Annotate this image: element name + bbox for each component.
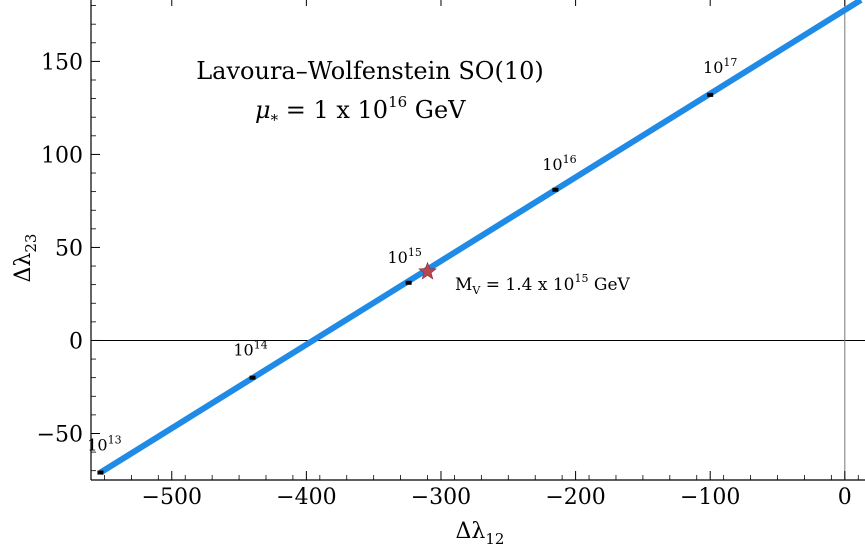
highlight-label: MV = 1.4 x 1015 GeV: [455, 272, 631, 297]
hl-base: M: [455, 275, 472, 295]
hl-sup: 15: [575, 272, 589, 285]
y-tick-label: 100: [41, 143, 83, 168]
y-tick-label: 150: [41, 50, 83, 75]
title2-mid: = 1 x 10: [278, 96, 388, 124]
title2-sup: 16: [388, 93, 407, 111]
y-tick-label: 0: [69, 329, 83, 354]
chart-title-line2: μ* = 1 x 1016 GeV: [255, 93, 466, 129]
scale-marker-label: 1013: [87, 434, 121, 455]
scale-marker-label: 1015: [387, 246, 421, 267]
x-tick-label: −100: [680, 485, 740, 510]
y-axis-title-base: Δλ: [11, 253, 36, 283]
x-tick-label: −300: [411, 485, 471, 510]
title2-end: GeV: [407, 96, 466, 124]
x-tick-label: −500: [142, 485, 202, 510]
x-tick-label: −200: [545, 485, 605, 510]
y-axis-title: Δλ23: [11, 234, 40, 283]
x-axis-title-base: Δλ: [456, 519, 486, 544]
hl-mid: = 1.4 x 10: [480, 275, 574, 295]
scale-marker-label: 1016: [542, 153, 576, 174]
scale-marker-label: 1014: [233, 339, 267, 360]
hl-end: GeV: [589, 275, 631, 295]
y-tick-label: 50: [55, 236, 83, 261]
x-axis-title: Δλ12: [456, 519, 505, 546]
x-tick-label: −400: [276, 485, 336, 510]
scale-marker-label: 1017: [703, 56, 737, 77]
x-axis-title-sub: 12: [485, 530, 504, 546]
y-tick-label: −50: [37, 422, 83, 447]
chart-title-line1: Lavoura–Wolfenstein SO(10): [196, 57, 544, 85]
y-axis-title-sub: 23: [22, 234, 40, 253]
title2-mu: μ: [255, 96, 271, 124]
x-tick-label: 0: [838, 485, 852, 510]
